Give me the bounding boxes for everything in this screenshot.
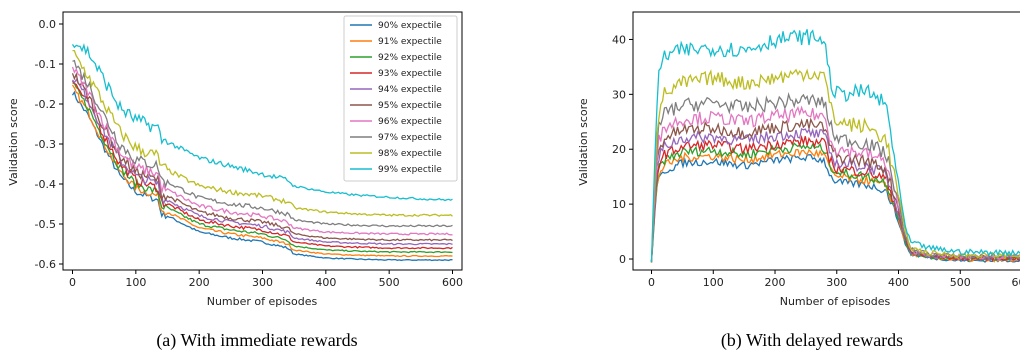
series-line-99-expectile xyxy=(650,29,1020,263)
y-tick-label: 0.0 xyxy=(39,18,57,31)
series-line-97-expectile xyxy=(650,92,1020,262)
y-tick-label: -0.1 xyxy=(35,58,56,71)
series-line-91-expectile xyxy=(71,84,453,258)
chart-delayed-rewards: 0 100 200 300 400 500 600 0 10 20 30 40 Number of … xyxy=(577,11,1020,351)
legend-label: 96% expectile xyxy=(378,117,442,127)
plot-frame xyxy=(632,11,1020,271)
caption-b: (b) With delayed rewards xyxy=(721,330,903,351)
series-line-96-expectile xyxy=(650,105,1020,263)
series-line-90-expectile xyxy=(650,154,1020,263)
x-tick-label: 400 xyxy=(315,276,336,289)
y-axis-ticks: 0 10 20 30 40 xyxy=(612,33,633,266)
y-tick-label: 40 xyxy=(612,33,626,46)
chart-immediate-rewards: 0 100 200 300 400 500 600 0.0 -0.1 -0.2 -0.3 -0.4 -… xyxy=(7,11,463,351)
x-tick-label: 300 xyxy=(826,276,847,289)
legend-box xyxy=(343,15,458,182)
legend-label: 93% expectile xyxy=(378,69,442,79)
legend-label: 98% expectile xyxy=(378,149,442,159)
series-line-99-expectile xyxy=(71,43,453,202)
legend-label: 94% expectile xyxy=(378,85,442,95)
y-tick-label: 0 xyxy=(619,253,626,266)
x-tick-label: 0 xyxy=(69,276,76,289)
y-tick-label: 30 xyxy=(612,88,626,101)
y-tick-label: -0.5 xyxy=(35,218,56,231)
x-tick-label: 500 xyxy=(950,276,971,289)
y-tick-label: 20 xyxy=(612,143,626,156)
x-tick-label: 600 xyxy=(442,276,463,289)
y-tick-label: -0.2 xyxy=(35,98,56,111)
x-tick-label: 400 xyxy=(888,276,909,289)
legend: 90% expectile 91% expectile 92% expectile 9… xyxy=(343,15,458,182)
series-lines xyxy=(71,43,453,262)
series-line-92-expectile xyxy=(72,82,453,254)
legend-label: 92% expectile xyxy=(378,53,442,63)
y-tick-label: -0.3 xyxy=(35,138,56,151)
series-line-97-expectile xyxy=(72,59,453,228)
series-line-94-expectile xyxy=(71,78,453,246)
x-tick-label: 200 xyxy=(765,276,786,289)
series-line-96-expectile xyxy=(71,66,453,236)
caption-a: (a) With immediate rewards xyxy=(156,330,357,351)
y-axis-label: Validation score xyxy=(577,98,590,186)
legend-label: 97% expectile xyxy=(378,133,442,143)
x-tick-label: 600 xyxy=(1012,276,1020,289)
y-axis-label: Validation score xyxy=(7,98,20,186)
y-tick-label: -0.6 xyxy=(35,258,56,271)
y-axis-ticks: 0.0 -0.1 -0.2 -0.3 -0.4 -0.5 -0.6 xyxy=(35,18,63,271)
series-line-92-expectile xyxy=(650,142,1020,262)
series-line-91-expectile xyxy=(650,148,1020,263)
series-line-98-expectile xyxy=(72,49,453,217)
series-line-98-expectile xyxy=(650,68,1020,263)
y-tick-label: 10 xyxy=(612,198,626,211)
x-tick-label: 100 xyxy=(125,276,146,289)
x-axis-ticks: 0 100 200 300 400 500 600 xyxy=(648,270,1020,289)
legend-label: 99% expectile xyxy=(378,165,442,175)
x-tick-label: 0 xyxy=(648,276,655,289)
series-lines xyxy=(650,29,1020,263)
legend-label: 91% expectile xyxy=(378,37,442,47)
x-tick-label: 100 xyxy=(703,276,724,289)
series-line-93-expectile xyxy=(71,80,453,250)
series-line-95-expectile xyxy=(650,117,1020,263)
y-tick-label: -0.4 xyxy=(35,178,56,191)
x-tick-label: 200 xyxy=(189,276,210,289)
x-axis-label: Number of episodes xyxy=(207,295,318,308)
x-tick-label: 300 xyxy=(252,276,273,289)
x-tick-label: 500 xyxy=(379,276,400,289)
legend-label: 90% expectile xyxy=(378,21,442,31)
series-line-90-expectile xyxy=(71,90,453,262)
x-axis-ticks: 0 100 200 300 400 500 600 xyxy=(69,270,463,289)
legend-label: 95% expectile xyxy=(378,101,442,111)
x-axis-label: Number of episodes xyxy=(780,295,891,308)
series-line-95-expectile xyxy=(71,72,453,242)
